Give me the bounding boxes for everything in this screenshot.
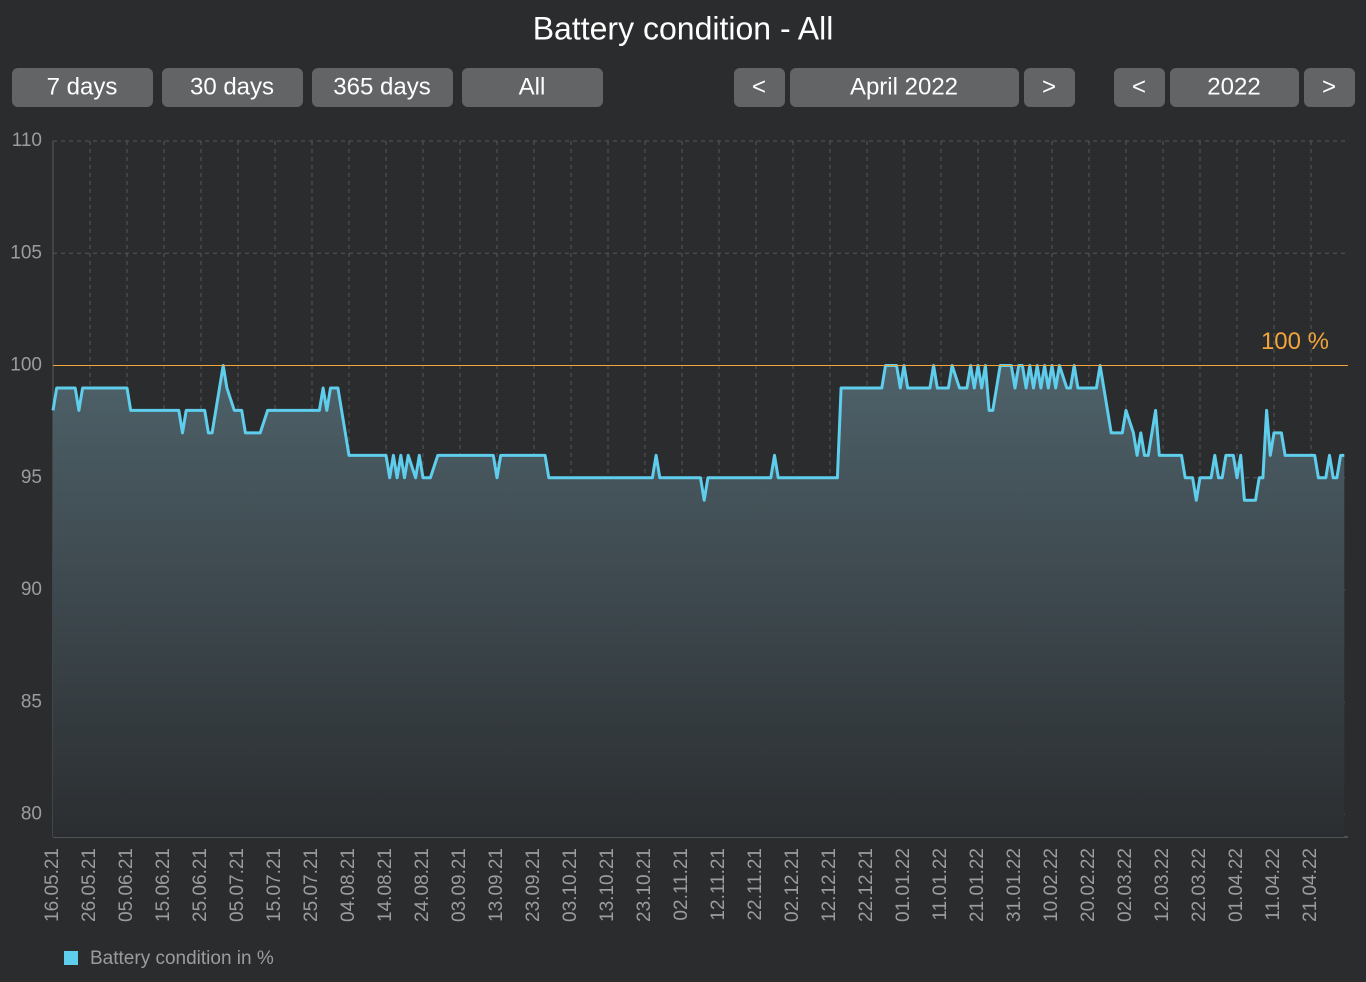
x-tick-label: 13.10.21 xyxy=(597,848,618,922)
x-tick-label: 23.09.21 xyxy=(523,848,544,922)
button-label[interactable]: > xyxy=(1042,73,1056,100)
reference-label: 100 % xyxy=(1261,328,1329,355)
button-label[interactable]: > xyxy=(1322,73,1336,100)
x-tick-label: 03.10.21 xyxy=(560,848,581,922)
y-tick-label: 110 xyxy=(12,130,42,151)
range-button[interactable]: All xyxy=(462,68,603,107)
legend-label: Battery condition in % xyxy=(90,948,274,969)
x-tick-label: 12.03.22 xyxy=(1152,848,1173,922)
x-tick-label: 14.08.21 xyxy=(375,848,396,922)
x-tick-label: 02.03.22 xyxy=(1115,848,1136,922)
y-tick-label: 85 xyxy=(21,691,42,712)
x-tick-label: 02.11.21 xyxy=(671,848,692,921)
x-tick-label: 02.12.21 xyxy=(782,848,803,922)
button-label[interactable]: All xyxy=(519,73,546,100)
plot: 80 85 90 95 100 105 110 16.05.21 26.05.21 05.06.2… xyxy=(10,130,1348,969)
button-bg[interactable] xyxy=(790,68,1019,107)
button-label[interactable]: < xyxy=(752,73,766,100)
x-tick-label: 12.11.21 xyxy=(708,848,729,921)
x-tick-label: 24.08.21 xyxy=(412,848,433,922)
button-bg[interactable] xyxy=(312,68,453,107)
x-tick-label: 21.01.22 xyxy=(967,848,988,922)
range-button[interactable]: 30 days xyxy=(162,68,303,107)
x-tick-label: 05.07.21 xyxy=(227,848,248,922)
y-tick-label: 105 xyxy=(10,242,42,263)
x-tick-label: 11.01.22 xyxy=(930,848,951,921)
y-tick-label: 90 xyxy=(21,579,42,600)
y-tick-label: 100 xyxy=(10,355,42,376)
button-bg[interactable] xyxy=(734,68,785,107)
y-tick-label: 95 xyxy=(21,467,42,488)
next-month[interactable]: > xyxy=(1024,68,1075,107)
button-label[interactable]: 30 days xyxy=(190,73,274,100)
range-button[interactable]: 365 days xyxy=(312,68,453,107)
x-tick-label: 15.06.21 xyxy=(153,848,174,922)
x-tick-label: 01.04.22 xyxy=(1226,848,1247,922)
button-bg[interactable] xyxy=(1170,68,1299,107)
prev-month[interactable]: < xyxy=(734,68,785,107)
button-bg[interactable] xyxy=(462,68,603,107)
x-tick-label: 31.01.22 xyxy=(1004,848,1025,922)
x-tick-label: 01.01.22 xyxy=(893,848,914,922)
x-tick-label: 05.06.21 xyxy=(116,848,137,922)
button-label[interactable]: 2022 xyxy=(1207,73,1260,100)
button-bg[interactable] xyxy=(1304,68,1355,107)
x-tick-label: 03.09.21 xyxy=(449,848,470,922)
x-tick-label: 22.12.21 xyxy=(856,848,877,922)
x-tick-label: 16.05.21 xyxy=(42,848,63,922)
x-tick-label: 25.07.21 xyxy=(301,848,322,922)
chart-title: Battery condition - All xyxy=(533,10,834,46)
x-tick-label: 10.02.22 xyxy=(1041,848,1062,922)
button-label[interactable]: 7 days xyxy=(47,73,118,100)
button-bg[interactable] xyxy=(1024,68,1075,107)
month-label[interactable]: April 2022 xyxy=(790,68,1019,107)
x-tick-label: 25.06.21 xyxy=(190,848,211,922)
x-tick-label: 21.04.22 xyxy=(1300,848,1321,922)
button-bg[interactable] xyxy=(12,68,153,107)
next-year[interactable]: > xyxy=(1304,68,1355,107)
x-tick-label: 23.10.21 xyxy=(634,848,655,922)
button-label[interactable]: April 2022 xyxy=(850,73,958,100)
x-tick-label: 22.11.21 xyxy=(745,848,766,921)
x-tick-label: 15.07.21 xyxy=(264,848,285,922)
x-tick-label: 13.09.21 xyxy=(486,848,507,922)
area xyxy=(53,365,1345,837)
range-button[interactable]: 7 days xyxy=(12,68,153,107)
x-tick-label: 22.03.22 xyxy=(1189,848,1210,922)
button-bg[interactable] xyxy=(162,68,303,107)
prev-year[interactable]: < xyxy=(1114,68,1165,107)
button-label[interactable]: 365 days xyxy=(333,73,430,100)
legend-swatch xyxy=(64,951,78,965)
x-tick-label: 26.05.21 xyxy=(79,848,100,922)
x-tick-label: 12.12.21 xyxy=(819,848,840,922)
x-tick-label: 04.08.21 xyxy=(338,848,359,922)
button-label[interactable]: < xyxy=(1132,73,1146,100)
x-tick-label: 20.02.22 xyxy=(1078,848,1099,922)
button-bg[interactable] xyxy=(1114,68,1165,107)
x-tick-label: 11.04.22 xyxy=(1263,848,1284,921)
year-label[interactable]: 2022 xyxy=(1170,68,1299,107)
toolbar: 7 days 30 days 365 days All < April 2022… xyxy=(12,68,1355,107)
y-tick-label: 80 xyxy=(21,804,42,825)
